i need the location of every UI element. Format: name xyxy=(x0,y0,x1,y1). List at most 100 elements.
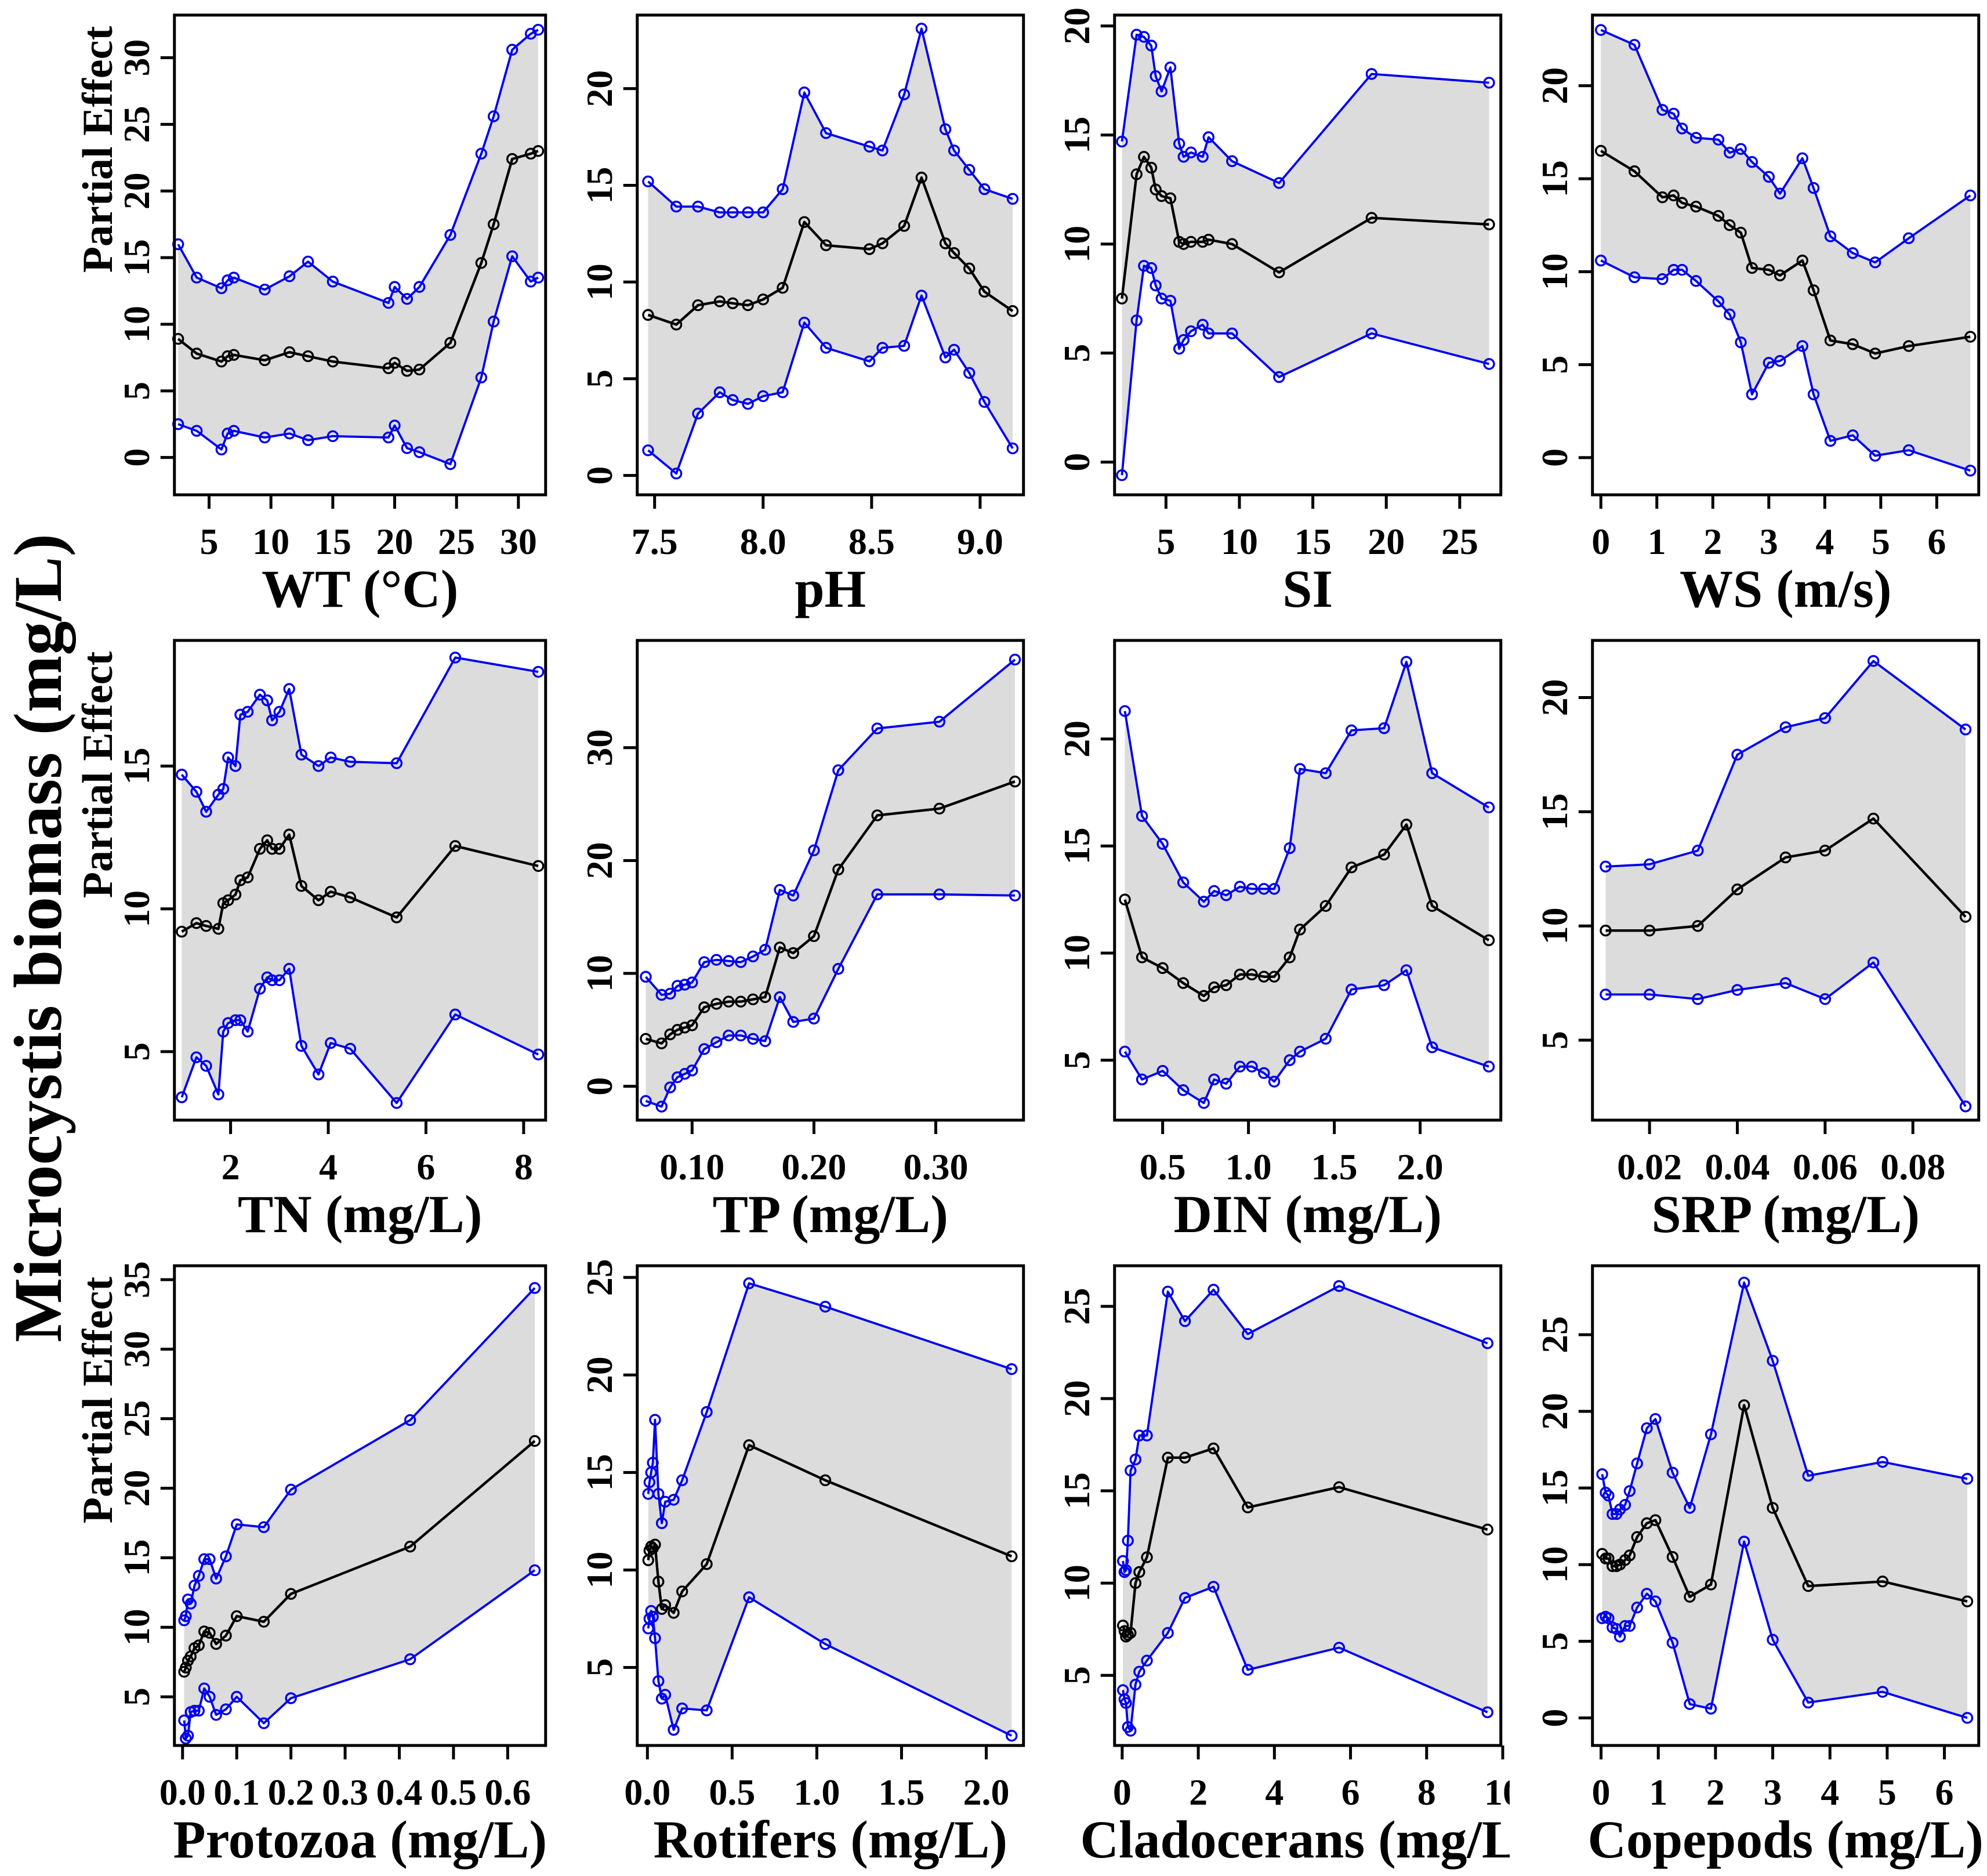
subplot-tn: 2 4 6 8 5 10 15 TN (mg/L) Partial Effect xyxy=(77,625,554,1251)
center-marker xyxy=(1676,197,1688,209)
lower-bound-marker xyxy=(700,1704,713,1716)
y-tick-label: 10 xyxy=(116,1609,157,1646)
global-y-axis-label: Microcystis biomass (mg/L) xyxy=(0,534,76,1342)
lower-bound-line xyxy=(177,255,539,466)
upper-bound-marker xyxy=(1246,883,1258,895)
upper-bound-marker xyxy=(1005,1363,1018,1375)
upper-bound-marker xyxy=(1133,1429,1145,1442)
subplot-rotifers: 0.0 0.5 1.0 1.5 2.0 5 10 15 20 25 Rotifers (mg/L) xyxy=(554,1251,1032,1876)
lower-bound-marker xyxy=(734,1029,747,1042)
center-marker xyxy=(253,843,266,855)
lower-bound-marker xyxy=(1164,295,1177,307)
center-marker xyxy=(401,365,414,377)
center-marker xyxy=(915,171,927,184)
lower-bound-marker xyxy=(863,355,875,368)
upper-bound-marker xyxy=(475,147,488,160)
x-tick-label: 6 xyxy=(1935,1772,1953,1813)
upper-bound-marker xyxy=(1185,146,1197,159)
upper-bound-marker xyxy=(698,956,710,968)
lower-bound-marker xyxy=(776,386,789,399)
lower-bound-marker xyxy=(1846,429,1859,441)
lower-bound-marker xyxy=(180,1732,192,1745)
center-marker xyxy=(820,239,832,252)
upper-bound-marker xyxy=(1819,712,1831,725)
lower-bound-marker xyxy=(344,1042,357,1055)
plot-box xyxy=(173,639,547,1122)
upper-bound-marker xyxy=(1268,883,1281,895)
y-tick-label: 20 xyxy=(578,70,619,107)
x-tick-label: 0.2 xyxy=(268,1772,314,1813)
confidence-band xyxy=(178,30,538,465)
upper-bound-marker xyxy=(1319,767,1332,780)
center-marker xyxy=(1902,340,1915,352)
subplot-ph: 7.5 8.0 8.5 9.0 0 5 10 15 20 pH xyxy=(554,0,1032,625)
lower-bound-marker xyxy=(532,1048,545,1060)
upper-bound-marker xyxy=(1961,1473,1973,1485)
center-marker xyxy=(1125,1627,1137,1639)
x-tick-label: 4 xyxy=(319,1146,338,1187)
upper-bound-marker xyxy=(1141,1429,1153,1442)
lower-bound-marker xyxy=(1623,1620,1636,1632)
lower-bound-marker xyxy=(212,1088,224,1100)
lower-bound-marker xyxy=(698,1043,710,1055)
y-tick-label: 5 xyxy=(578,370,619,388)
center-marker xyxy=(444,336,456,349)
lower-bound-marker xyxy=(686,1064,698,1077)
x-tick-label: 2 xyxy=(1703,521,1722,562)
center-marker xyxy=(741,299,754,312)
x-tick-label: 3 xyxy=(1759,521,1778,562)
upper-bound-marker xyxy=(667,1494,680,1506)
upper-bound-line xyxy=(1123,661,1490,903)
x-tick-label: 0.5 xyxy=(430,1772,477,1813)
upper-bound-marker xyxy=(532,665,545,678)
upper-bound-marker xyxy=(741,206,754,219)
lower-bound-marker xyxy=(1483,358,1495,370)
y-tick-label: 15 xyxy=(116,1539,157,1576)
lower-bound-line xyxy=(647,294,1014,475)
lower-bound-line xyxy=(645,893,1015,1108)
y-tick-label: 15 xyxy=(116,239,157,276)
upper-bound-marker xyxy=(820,127,832,139)
center-marker xyxy=(413,363,426,376)
center-marker xyxy=(1005,1550,1018,1563)
y-tick-label: 0 xyxy=(578,466,619,485)
upper-bound-marker xyxy=(1779,721,1792,733)
upper-bound-marker xyxy=(1155,85,1167,97)
center-marker xyxy=(1763,263,1775,276)
upper-bound-marker xyxy=(1746,156,1758,168)
upper-bound-marker xyxy=(1009,653,1021,666)
center-marker xyxy=(475,257,488,269)
upper-bound-marker xyxy=(933,715,945,728)
upper-bound-marker xyxy=(726,206,739,219)
lower-bound-marker xyxy=(1400,964,1413,976)
center-marker xyxy=(710,998,723,1010)
lower-bound-marker xyxy=(722,1029,735,1042)
upper-bound-marker xyxy=(1824,230,1836,242)
x-tick-label: 25 xyxy=(438,521,475,562)
y-tick-label: 10 xyxy=(1056,935,1097,972)
lower-bound-marker xyxy=(1005,1729,1018,1742)
center-marker xyxy=(220,1629,232,1642)
lower-bound-marker xyxy=(283,962,295,975)
lower-bound-marker xyxy=(1141,1654,1153,1667)
center-marker xyxy=(863,243,875,255)
subplot-grid: 5 10 15 20 25 30 0 5 10 15 20 25 30 WT (°C) Partial Ef… xyxy=(77,0,1987,1876)
upper-bound-marker xyxy=(283,683,295,695)
center-marker xyxy=(1683,1591,1696,1603)
upper-bound-marker xyxy=(190,271,203,284)
center-marker xyxy=(312,894,325,907)
center-marker xyxy=(1961,1595,1973,1607)
x-axis-label: SRP (mg/L) xyxy=(1651,1185,1920,1244)
lower-bound-marker xyxy=(1162,1627,1174,1639)
center-marker xyxy=(230,1610,243,1623)
y-axis-label-partial-effect: Partial Effect xyxy=(77,651,122,899)
lower-bound-marker xyxy=(285,1692,297,1704)
x-tick-label: 2.0 xyxy=(963,1772,1009,1813)
plot-box xyxy=(635,1264,1025,1747)
subplot-srp: 0.02 0.04 0.06 0.08 5 10 15 20 SRP (mg/L) xyxy=(1510,625,1987,1251)
center-marker xyxy=(1220,979,1232,991)
lower-bound-marker xyxy=(820,342,832,354)
center-line xyxy=(1123,823,1490,998)
